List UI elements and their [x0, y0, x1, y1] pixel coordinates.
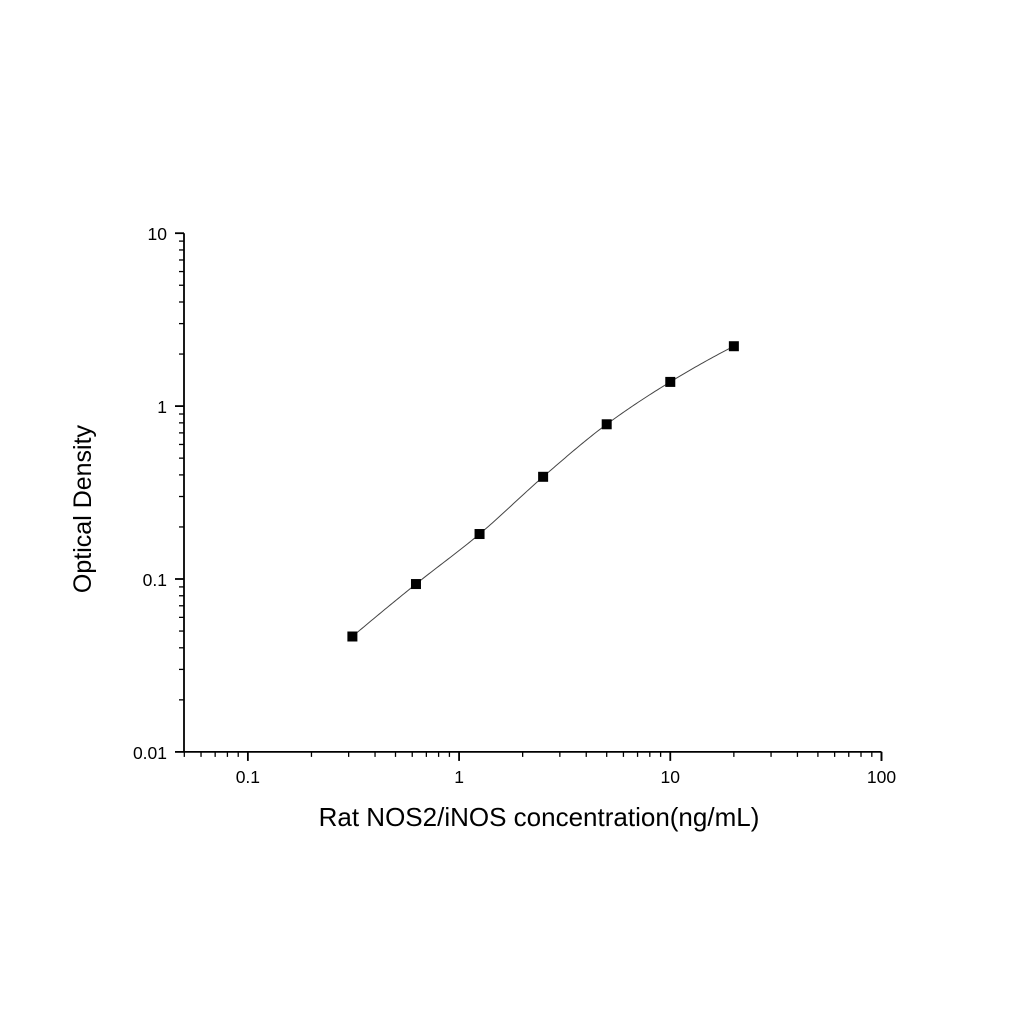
svg-text:Optical Density: Optical Density: [69, 424, 97, 593]
svg-text:100: 100: [867, 767, 896, 787]
svg-text:0.1: 0.1: [143, 570, 167, 590]
svg-text:10: 10: [661, 767, 681, 787]
svg-text:1: 1: [157, 397, 167, 417]
svg-text:Rat NOS2/iNOS concentration(ng: Rat NOS2/iNOS concentration(ng/mL): [319, 802, 760, 832]
svg-text:0.01: 0.01: [133, 743, 167, 763]
svg-text:10: 10: [148, 224, 168, 244]
svg-text:1: 1: [454, 767, 464, 787]
svg-text:0.1: 0.1: [236, 767, 260, 787]
